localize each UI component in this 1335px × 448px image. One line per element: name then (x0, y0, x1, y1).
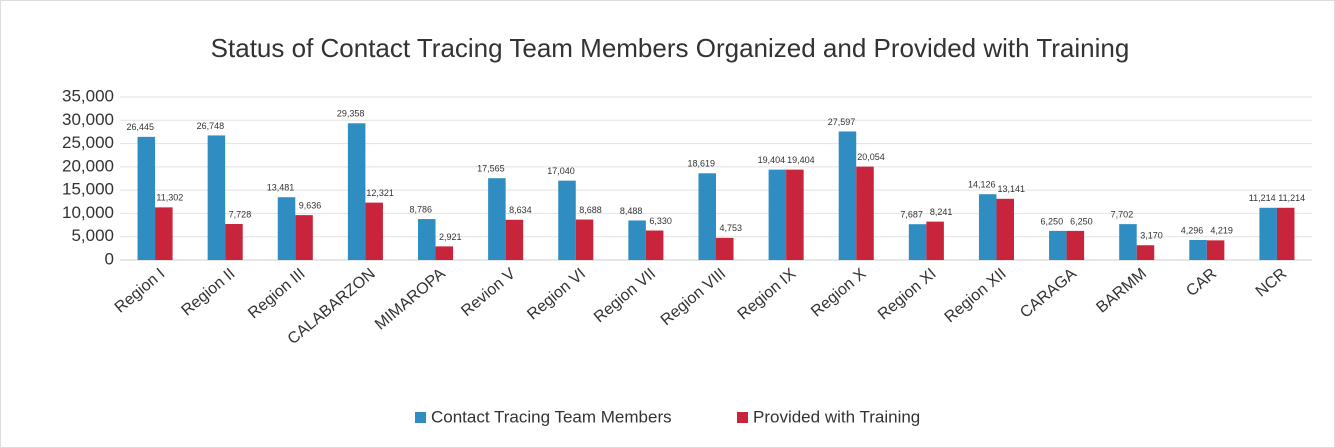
value-label: 13,481 (267, 183, 295, 193)
y-tick-label: 10,000 (62, 203, 114, 222)
bar (137, 136, 156, 260)
bar (418, 219, 436, 260)
value-label: 7,687 (900, 210, 923, 220)
value-label: 26,748 (197, 121, 225, 131)
value-label: 8,688 (579, 205, 602, 215)
value-label: 11,214 (1278, 193, 1305, 203)
value-label: 13,141 (997, 184, 1025, 194)
y-tick-label: 30,000 (62, 110, 114, 129)
value-label: 8,488 (620, 206, 643, 216)
value-label: 14,126 (968, 180, 996, 190)
value-label: 4,219 (1210, 226, 1233, 236)
bar (225, 224, 243, 260)
bar (856, 166, 874, 260)
value-label: 8,241 (930, 207, 953, 217)
bar (488, 178, 506, 260)
value-label: 7,702 (1111, 210, 1134, 220)
value-label: 4,296 (1181, 225, 1204, 235)
value-label: 6,250 (1041, 216, 1064, 226)
bar (365, 202, 383, 260)
value-label: 18,619 (687, 159, 715, 169)
value-label: 11,214 (1249, 193, 1276, 203)
value-label: 12,321 (366, 188, 394, 198)
bar (996, 198, 1014, 260)
bar (558, 180, 576, 260)
bar (277, 197, 296, 260)
value-label: 19,404 (758, 155, 786, 165)
bar (838, 131, 857, 260)
legend-swatch (737, 412, 748, 423)
bar (698, 173, 716, 260)
value-label: 8,786 (409, 204, 432, 214)
value-label: 2,921 (439, 232, 462, 242)
value-label: 20,054 (857, 152, 885, 162)
value-label: 4,753 (719, 223, 742, 233)
value-label: 8,634 (509, 205, 532, 215)
bar (155, 207, 173, 260)
bar (1136, 245, 1155, 260)
value-label: 29,358 (337, 109, 365, 119)
value-label: 19,404 (787, 155, 815, 165)
value-label: 3,170 (1140, 231, 1163, 241)
value-label: 9,636 (299, 200, 322, 210)
y-tick-label: 35,000 (62, 86, 114, 105)
y-tick-label: 0 (105, 249, 114, 268)
bar (1189, 239, 1207, 260)
bar (505, 219, 524, 260)
legend-swatch (415, 412, 426, 423)
bar (1276, 207, 1295, 260)
y-tick-label: 20,000 (62, 156, 114, 175)
y-tick-label: 15,000 (62, 180, 114, 199)
bar (575, 219, 594, 260)
value-label: 7,728 (229, 209, 252, 219)
bar (786, 169, 804, 260)
value-label: 26,445 (127, 122, 155, 132)
value-label: 17,565 (477, 164, 505, 174)
value-label: 6,250 (1070, 216, 1093, 226)
bar (1206, 240, 1225, 260)
value-label: 17,040 (547, 166, 575, 176)
bar (978, 194, 997, 260)
bar (207, 135, 226, 260)
bar (926, 221, 944, 260)
value-label: 27,597 (828, 117, 856, 127)
legend-label: Contact Tracing Team Members (431, 407, 672, 426)
value-label: 6,330 (649, 216, 672, 226)
bar (1066, 230, 1085, 260)
bar (1259, 207, 1277, 260)
bar (435, 246, 454, 260)
bar (716, 237, 734, 260)
bar (908, 224, 927, 260)
value-label: 11,302 (156, 193, 183, 203)
bar (645, 230, 664, 260)
bar (347, 123, 366, 260)
bar (295, 215, 313, 260)
legend-label: Provided with Training (753, 407, 920, 426)
chart-title: Status of Contact Tracing Team Members O… (211, 33, 1130, 63)
y-tick-label: 25,000 (62, 133, 114, 152)
bar (1119, 224, 1137, 260)
bar (1049, 230, 1067, 260)
bar (768, 169, 787, 260)
bar (628, 220, 646, 260)
y-tick-label: 5,000 (71, 226, 114, 245)
